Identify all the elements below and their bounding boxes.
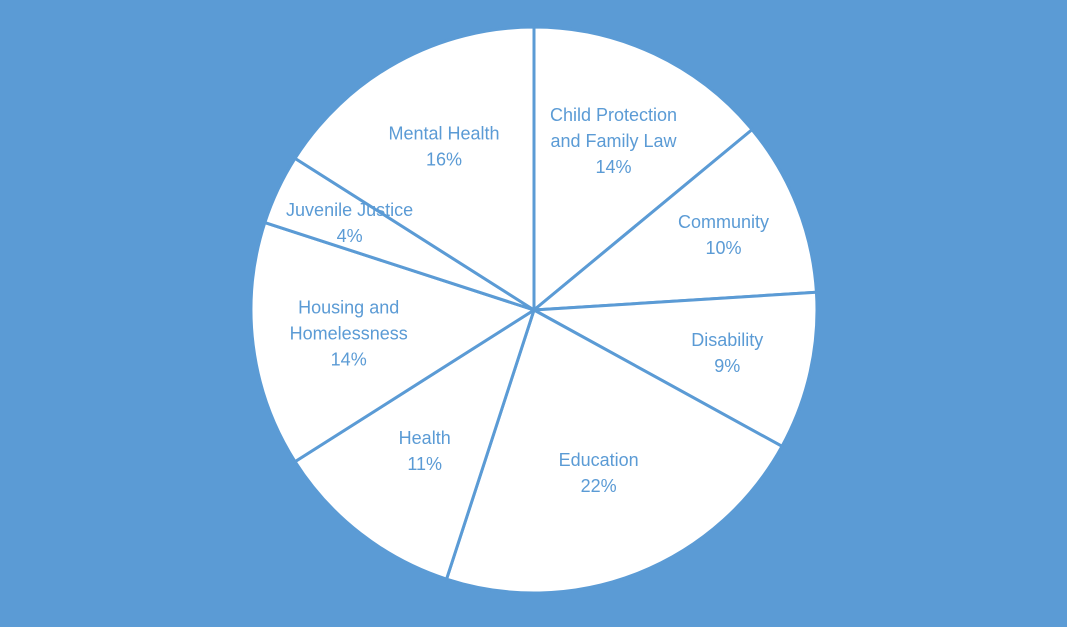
pie-slice-1 (532, 128, 818, 312)
slice-percent-label: 16% (426, 149, 462, 169)
slice-category-label: Mental Health (388, 123, 499, 143)
slice-label-5: Housing and Homelessness 14% (290, 297, 408, 369)
pie-slices (249, 25, 819, 595)
slice-percent-label: 22% (581, 476, 617, 496)
slice-category-label: Disability (691, 330, 763, 350)
pie-slice-0 (532, 25, 754, 312)
pie-slice-7 (293, 25, 536, 312)
pie-slice-4 (293, 308, 536, 581)
slice-percent-label: 14% (331, 349, 367, 369)
slice-percent-label: 10% (705, 238, 741, 258)
pie-slice-2 (532, 290, 819, 448)
slice-category-label: Housing and (298, 297, 399, 317)
slice-label-6: Juvenile Justice 4% (286, 200, 413, 246)
pie-slice-5 (249, 221, 536, 464)
slice-category-label: Community (678, 212, 769, 232)
slice-label-0: Child Protection and Family Law 14% (550, 105, 678, 177)
slice-category-label: Health (399, 428, 451, 448)
slice-label-1: Community 10% (678, 212, 769, 258)
slice-label-3: Education 22% (559, 450, 639, 496)
slice-percent-label: 11% (407, 454, 442, 474)
slice-category-label: Juvenile Justice (286, 200, 413, 220)
slice-category-label: Child Protection (550, 105, 677, 125)
slice-label-2: Disability 9% (691, 330, 763, 376)
slice-label-4: Health 11% (399, 428, 451, 474)
slice-label-7: Mental Health 16% (388, 123, 499, 169)
slice-percent-label: 9% (714, 356, 740, 376)
slice-category-label: Education (559, 450, 639, 470)
slice-percent-label: 4% (337, 226, 363, 246)
pie-labels: Child Protection and Family Law 14% Communi… (286, 105, 769, 496)
slice-category-label: Homelessness (290, 323, 408, 343)
slice-category-label: and Family Law (550, 131, 677, 151)
slice-percent-label: 14% (595, 157, 631, 177)
pie-slice-3 (445, 308, 784, 595)
